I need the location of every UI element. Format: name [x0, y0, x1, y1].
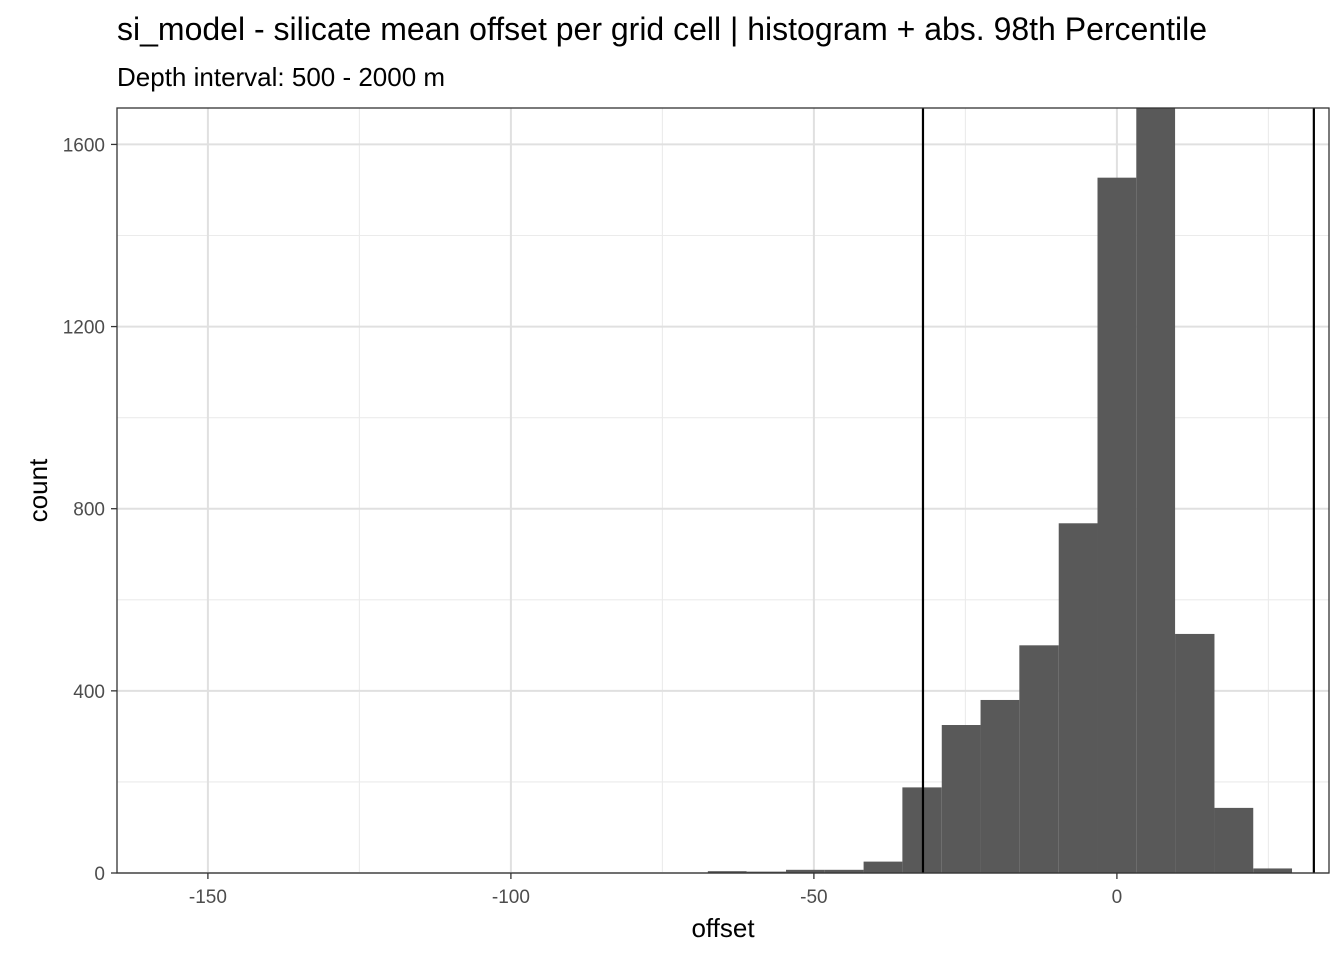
x-axis-title: offset: [691, 913, 755, 943]
histogram-bar: [786, 869, 825, 873]
histogram-bar: [746, 871, 787, 873]
y-tick-label: 400: [73, 682, 105, 703]
x-tick-label: -100: [492, 887, 530, 908]
chart-title: si_model - silicate mean offset per grid…: [117, 11, 1207, 47]
histogram-bar: [1253, 868, 1293, 873]
histogram-bar: [941, 725, 981, 873]
y-axis-title: count: [23, 458, 53, 522]
y-axis: 0 400 800 1200 1600: [63, 135, 117, 885]
x-axis: -150 -100 -50 0: [189, 873, 1122, 908]
histogram-bar: [1136, 108, 1176, 873]
percentile-lines: [921, 108, 1315, 873]
histogram-bar: [1019, 645, 1059, 873]
y-tick-label: 1200: [63, 318, 105, 339]
x-tick-label: -150: [189, 887, 227, 908]
y-tick-label: 1600: [63, 135, 105, 156]
y-tick-label: 800: [73, 500, 105, 521]
y-tick-label: 0: [94, 864, 105, 885]
histogram-bar: [1175, 633, 1215, 873]
histogram-bar: [1058, 523, 1098, 873]
panel-border: [116, 107, 1330, 874]
x-tick-label: 0: [1112, 887, 1123, 908]
histogram-bar: [1097, 177, 1137, 873]
histogram-bar: [707, 871, 747, 873]
chart-subtitle: Depth interval: 500 - 2000 m: [117, 62, 445, 92]
histogram-bar: [1214, 807, 1254, 873]
histogram-bar: [980, 699, 1020, 873]
histogram-bar: [824, 869, 864, 873]
x-tick-label: -50: [800, 887, 827, 908]
histogram-bar: [863, 861, 903, 873]
histogram-bars: [707, 108, 1293, 873]
